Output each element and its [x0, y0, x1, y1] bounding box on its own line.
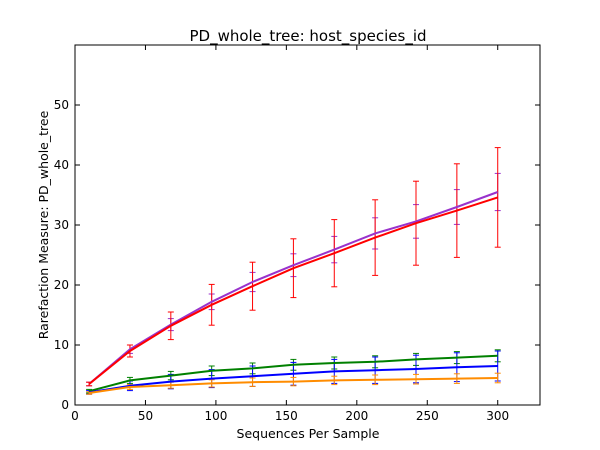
x-tick-label: 0 [71, 409, 79, 423]
series-line-2 [88, 196, 499, 385]
y-tick-label: 30 [54, 218, 69, 232]
series-line-4 [88, 365, 498, 394]
y-tick-label: 50 [54, 98, 69, 112]
plot-area: 0 50 100 150 200 250 300 0 10 20 30 40 50 [54, 44, 541, 423]
x-tick-label: 250 [416, 409, 439, 423]
series-line-3 [88, 354, 498, 393]
x-tick-label: 200 [345, 409, 368, 423]
y-tick-label: 20 [54, 278, 69, 292]
y-tick-label: 0 [61, 398, 69, 412]
plot-frame [74, 44, 541, 406]
chart-title: PD_whole_tree: host_species_id [189, 27, 426, 46]
x-tick-label: 50 [138, 409, 153, 423]
x-tick-label: 300 [486, 409, 509, 423]
y-axis-label: Rarefaction Measure: PD_whole_tree [36, 110, 51, 339]
y-tick-label: 40 [54, 158, 69, 172]
series-line-1 [88, 191, 499, 385]
series-line-5 [88, 377, 498, 394]
x-tick-label: 150 [275, 409, 298, 423]
x-axis-label: Sequences Per Sample [237, 426, 380, 441]
y-tick-label: 10 [54, 338, 69, 352]
x-tick-label: 100 [204, 409, 227, 423]
